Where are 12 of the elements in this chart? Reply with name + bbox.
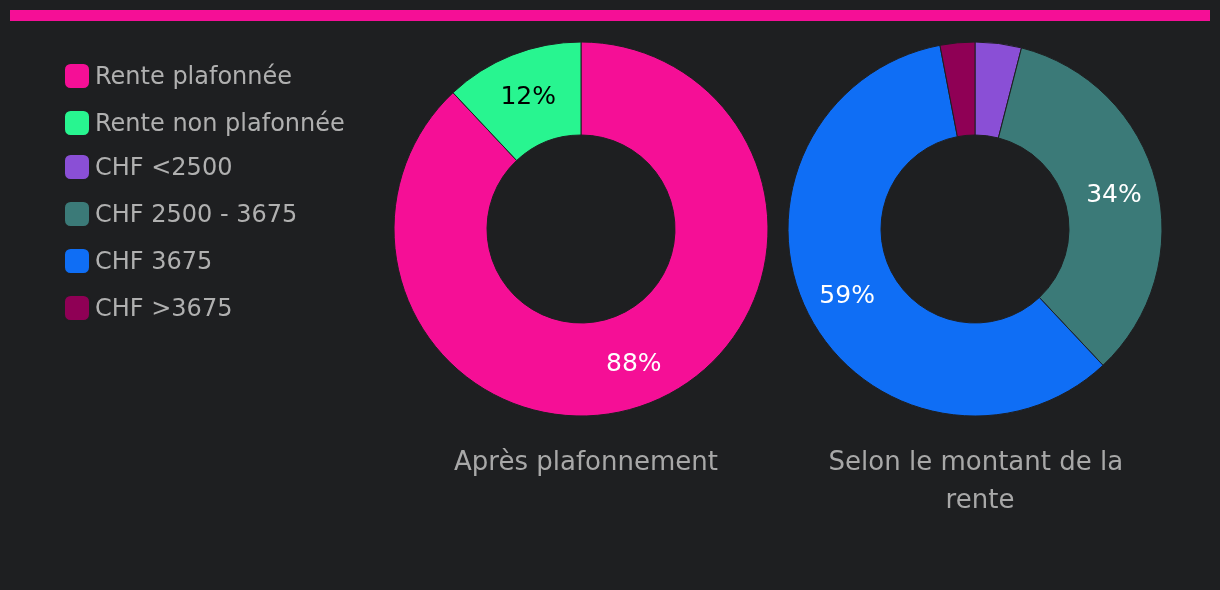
data-label: 12% [500,81,556,111]
legend-label: Rente plafonnée [95,62,293,90]
text: Selon le montant de la rente [828,446,1132,514]
data-label: 34% [1086,178,1142,208]
legend-label: Rente non plafonnée [95,109,345,137]
legend-label: CHF 2500 - 3675 [95,200,298,228]
legend-label: CHF <2500 [95,153,233,181]
data-label: 88% [606,347,662,377]
legend-label: CHF >3675 [95,294,233,322]
data-label: 59% [819,279,875,309]
legend-label: CHF 3675 [95,247,213,275]
text: Après plafonnement [454,446,718,476]
